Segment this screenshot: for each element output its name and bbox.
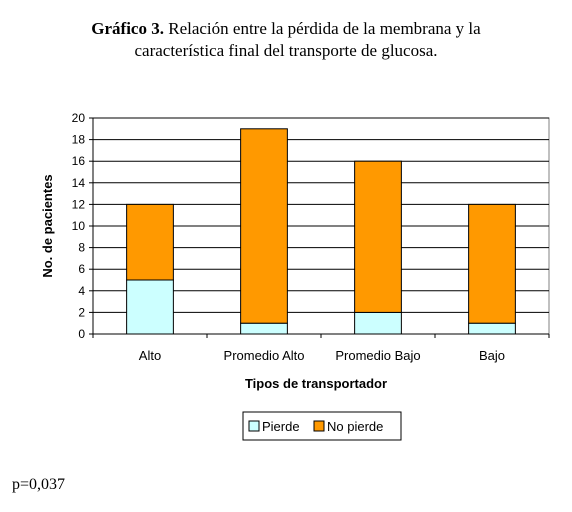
bar-bajo-no-pierde	[468, 203, 516, 324]
bar-bajo-pierde	[468, 322, 516, 335]
x-tick-label: Alto	[139, 348, 161, 363]
y-axis-label: No. de pacientes	[40, 174, 55, 277]
y-tick-label: 12	[72, 197, 86, 211]
y-tick-label: 4	[78, 284, 85, 298]
chart-title: Gráfico 3. Relación entre la pérdida de …	[0, 18, 572, 62]
title-line-2: característica final del transporte de g…	[134, 41, 438, 60]
y-tick-label: 8	[78, 241, 85, 255]
p-value-footnote: p=0,037	[12, 476, 66, 493]
y-axis-ticks: 0 2 4 6 8 10 12 14 16 18 20	[72, 111, 93, 341]
x-tick-label: Promedio Alto	[224, 348, 305, 363]
legend-label-no-pierde: No pierde	[327, 419, 383, 434]
y-tick-label: 10	[72, 219, 86, 233]
legend-swatch-pierde	[248, 420, 260, 432]
y-tick-label: 16	[72, 154, 86, 168]
y-tick-label: 0	[78, 327, 85, 341]
title-text-1: Relación entre la pérdida de la membrana…	[163, 19, 481, 38]
bar-promedio-alto-no-pierde	[240, 128, 288, 324]
bar-chart: 0 2 4 6 8 10 12 14 16 18 20 Alto Promedio Alto Prome…	[40, 111, 550, 441]
legend: Pierde No pierde	[242, 411, 402, 441]
x-axis-tick-labels: Alto Promedio Alto Promedio Bajo Bajo	[92, 334, 550, 363]
bar-promedio-bajo-pierde	[354, 311, 402, 335]
bar-promedio-alto-pierde	[240, 322, 288, 335]
y-tick-label: 14	[72, 176, 86, 190]
title-prefix: Gráfico 3.	[91, 19, 164, 38]
bar-promedio-bajo-no-pierde	[354, 160, 402, 313]
legend-label-pierde: Pierde	[262, 419, 300, 434]
y-tick-label: 20	[72, 111, 86, 125]
y-tick-label: 18	[72, 133, 86, 147]
y-tick-label: 2	[78, 305, 85, 319]
bar-alto-pierde	[126, 279, 174, 335]
x-axis-label: Tipos de transportador	[245, 376, 387, 391]
bars	[126, 128, 516, 335]
legend-swatch-no-pierde	[313, 420, 325, 432]
x-tick-label: Bajo	[479, 348, 505, 363]
y-tick-label: 6	[78, 262, 85, 276]
bar-alto-no-pierde	[126, 203, 174, 281]
x-tick-label: Promedio Bajo	[335, 348, 420, 363]
title-line-1: Gráfico 3. Relación entre la pérdida de …	[0, 18, 572, 40]
